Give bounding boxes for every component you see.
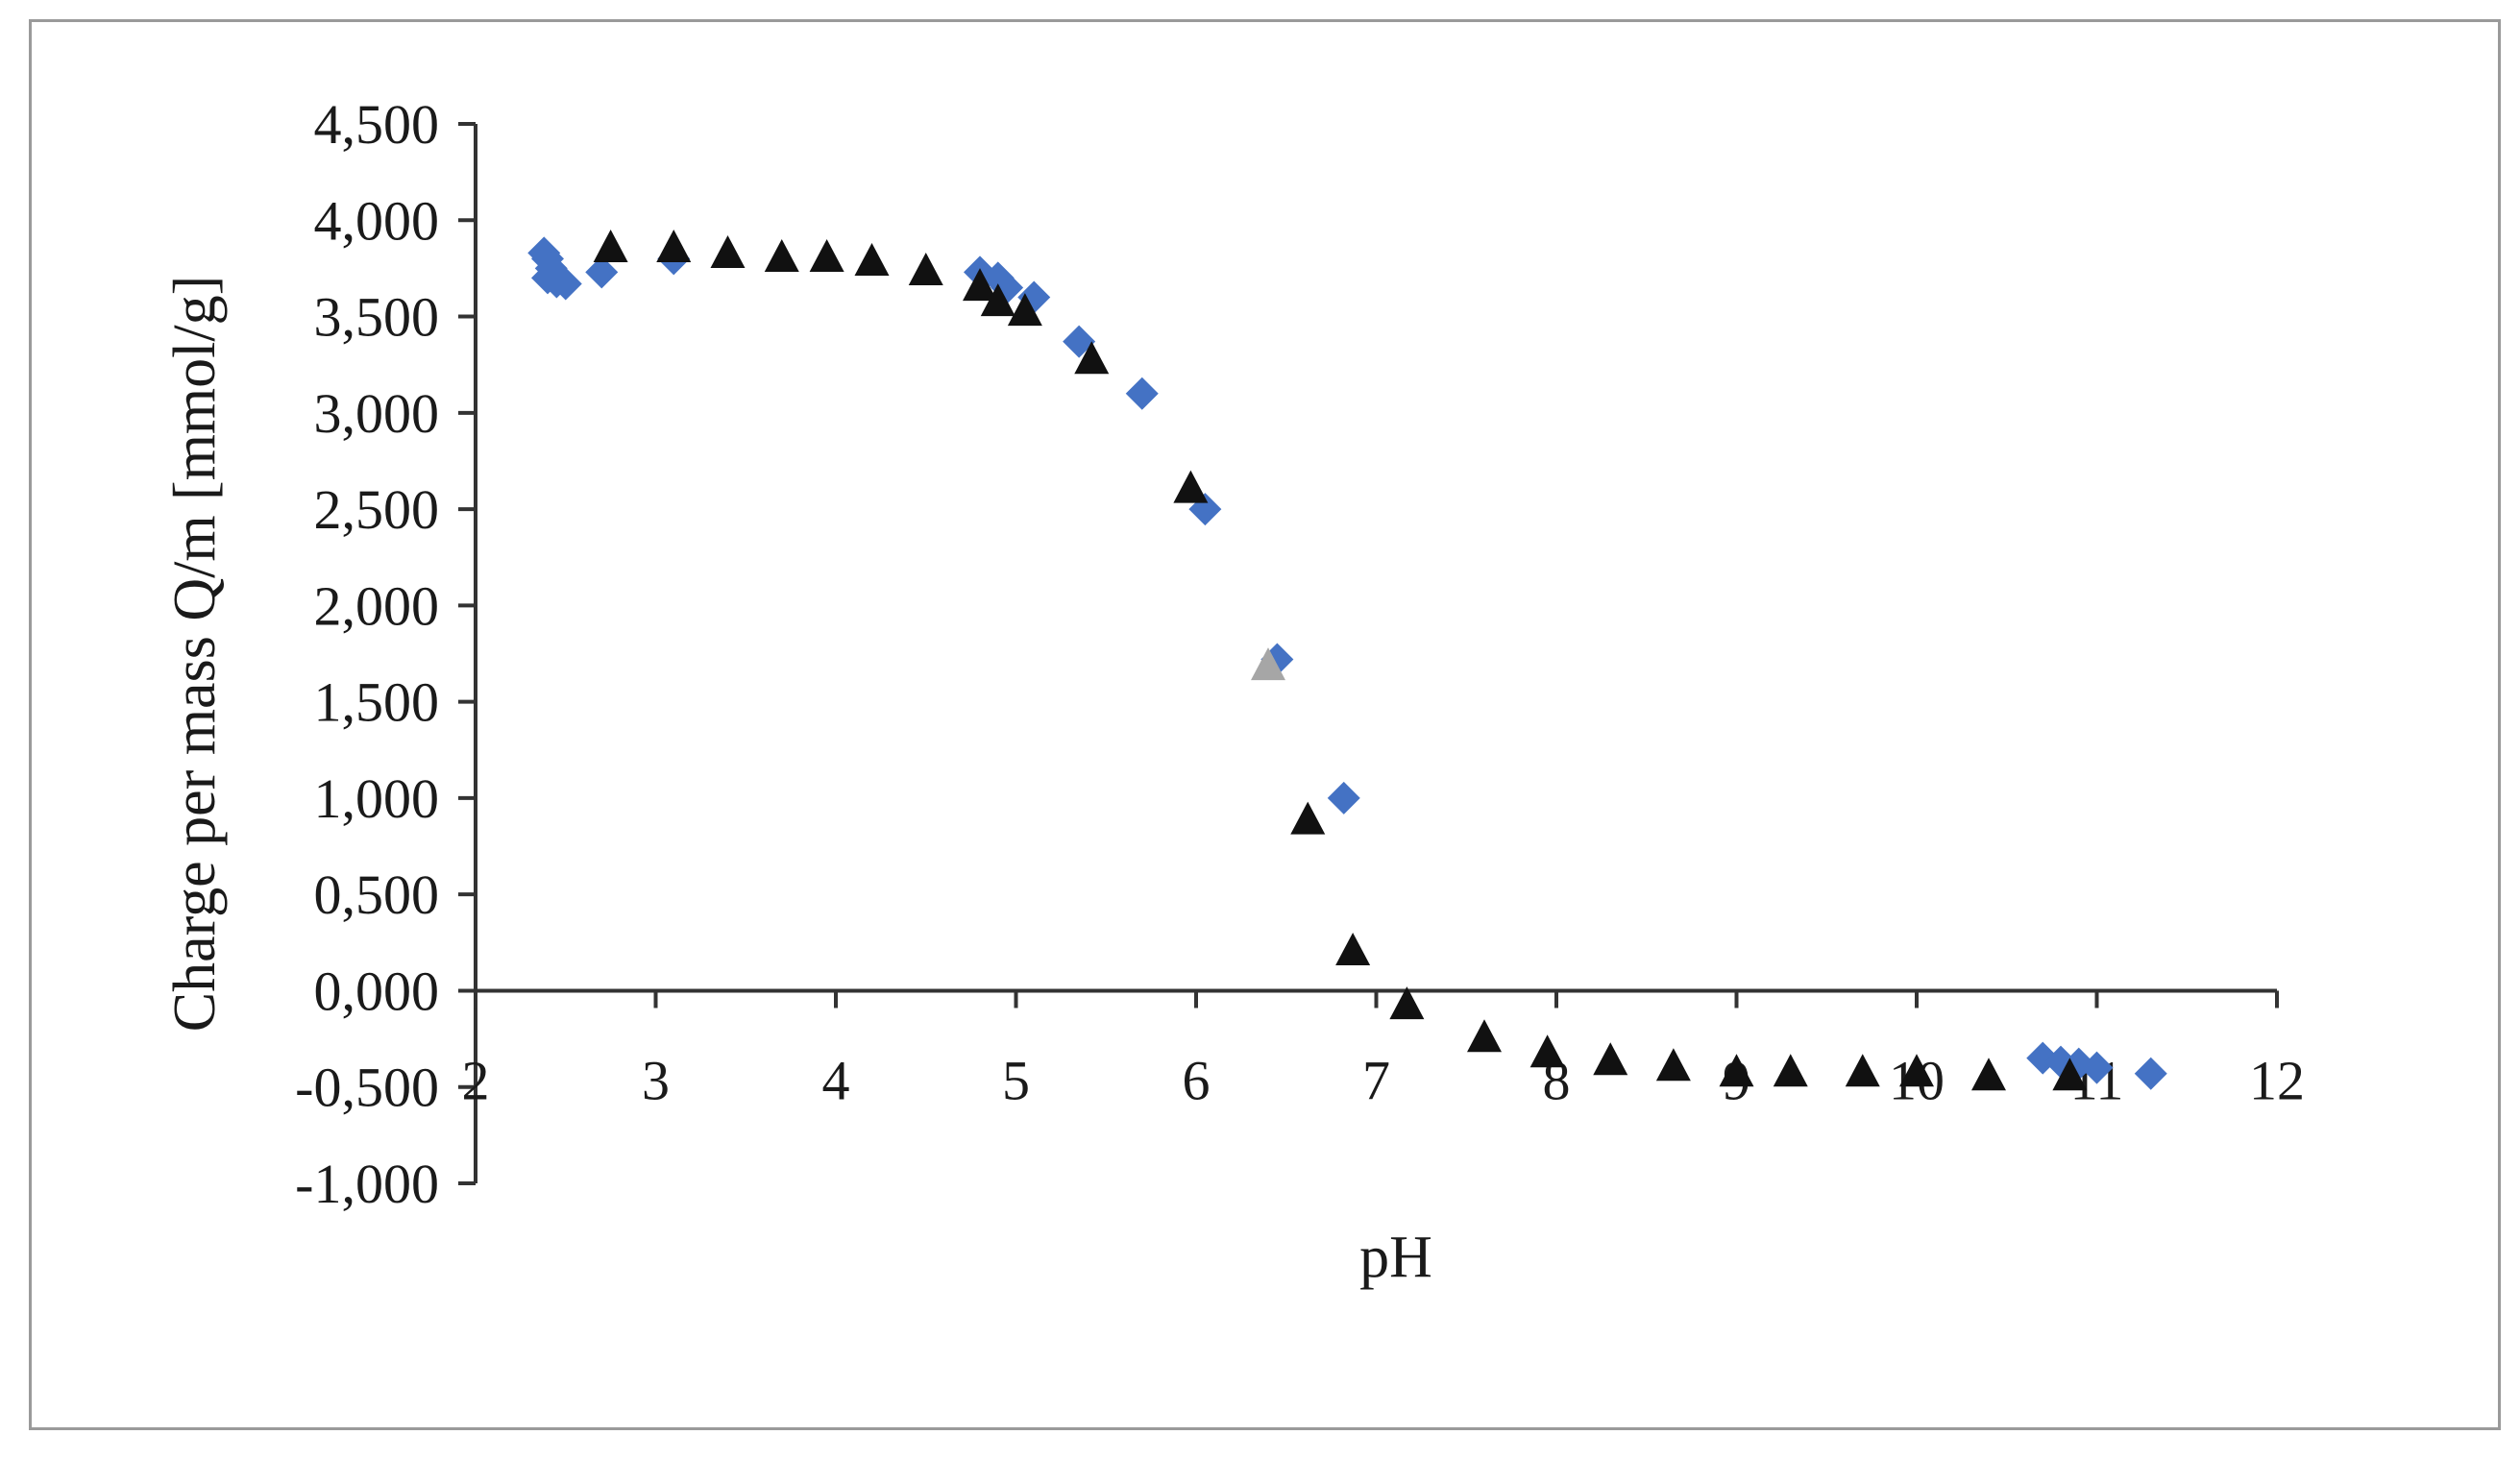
data-point-triangle bbox=[2052, 1058, 2088, 1091]
y-tick-label: 0,000 bbox=[314, 960, 440, 1022]
x-tick-label: 7 bbox=[1362, 1049, 1390, 1111]
data-point-triangle bbox=[908, 253, 943, 286]
y-tick-label: 2,000 bbox=[314, 574, 440, 637]
data-point-triangle bbox=[1074, 341, 1110, 375]
data-point-diamond bbox=[585, 255, 619, 289]
y-tick-label: 3,000 bbox=[314, 382, 440, 445]
data-point-triangle bbox=[1467, 1019, 1502, 1053]
data-point-triangle bbox=[1173, 470, 1209, 503]
data-point-triangle bbox=[593, 229, 628, 262]
data-point-triangle bbox=[854, 242, 890, 276]
x-tick-label: 5 bbox=[1002, 1049, 1030, 1111]
data-point-triangle bbox=[963, 268, 997, 302]
data-point-triangle bbox=[1593, 1042, 1628, 1076]
chart-frame: 4,500 4,000 3,500 3,000 2,500 2,000 1,500 1,000… bbox=[29, 19, 2501, 1430]
data-point-triangle bbox=[710, 234, 746, 268]
y-tick-label: 4,000 bbox=[314, 189, 440, 252]
data-point-diamond bbox=[2134, 1057, 2167, 1090]
y-axis-title: Charge per mass Q/m [mmol/g] bbox=[162, 276, 228, 1033]
y-tick-label: -1,000 bbox=[295, 1153, 439, 1215]
y-ticks: 4,500 4,000 3,500 3,000 2,500 2,000 1,500 1,000… bbox=[295, 93, 476, 1215]
data-point-triangle bbox=[1529, 1034, 1565, 1068]
y-tick-label: 1,000 bbox=[314, 767, 440, 830]
data-point-triangle bbox=[809, 238, 844, 272]
x-tick-label: 4 bbox=[822, 1049, 850, 1111]
data-point-triangle bbox=[1773, 1054, 1808, 1087]
data-point-triangle bbox=[764, 238, 799, 272]
x-axis-title: pH bbox=[1359, 1225, 1432, 1290]
data-point-triangle bbox=[1845, 1054, 1880, 1087]
data-points bbox=[527, 229, 2167, 1091]
y-tick-label: -0,500 bbox=[295, 1057, 439, 1119]
data-point-triangle bbox=[980, 283, 1015, 317]
scatter-chart: 4,500 4,000 3,500 3,000 2,500 2,000 1,500 1,000… bbox=[162, 93, 2305, 1290]
data-point-triangle bbox=[656, 229, 692, 262]
y-tick-label: 4,500 bbox=[314, 93, 440, 156]
y-tick-label: 2,500 bbox=[314, 478, 440, 541]
data-point-triangle bbox=[1251, 647, 1285, 681]
x-tick-label: 12 bbox=[2249, 1049, 2305, 1111]
data-point-triangle bbox=[1290, 801, 1326, 835]
data-point-triangle bbox=[1899, 1054, 1934, 1087]
y-tick-label: 3,500 bbox=[314, 286, 440, 349]
x-tick-label: 6 bbox=[1183, 1049, 1211, 1111]
data-point-triangle bbox=[1719, 1054, 1754, 1087]
x-ticks: 23456789101112 bbox=[462, 990, 2305, 1111]
data-point-triangle bbox=[1655, 1048, 1691, 1082]
data-point-diamond bbox=[549, 267, 582, 301]
data-point-triangle bbox=[1971, 1058, 2006, 1091]
data-point-triangle bbox=[1335, 932, 1371, 965]
axes bbox=[474, 124, 2277, 1183]
y-tick-label: 1,500 bbox=[314, 671, 440, 734]
data-point-diamond bbox=[2080, 1051, 2114, 1084]
y-tick-label: 0,500 bbox=[314, 863, 440, 926]
data-point-diamond bbox=[1327, 781, 1360, 815]
data-point-triangle bbox=[1007, 293, 1042, 327]
data-point-triangle bbox=[1389, 986, 1425, 1020]
x-tick-label: 3 bbox=[642, 1049, 670, 1111]
data-point-diamond bbox=[1125, 377, 1159, 410]
x-tick-label: 2 bbox=[462, 1049, 490, 1111]
